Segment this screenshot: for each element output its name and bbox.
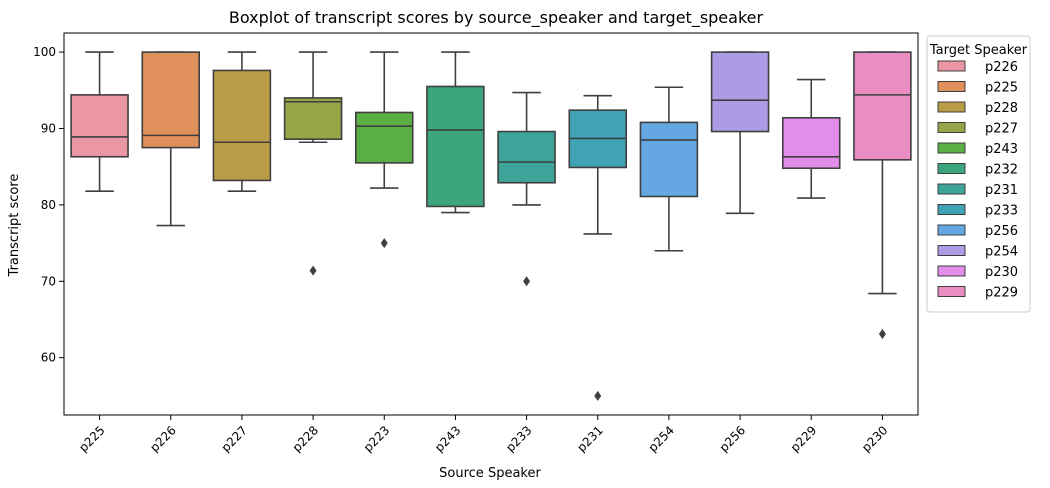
- box: [354, 111, 414, 164]
- x-tick-label: p225: [76, 423, 107, 454]
- plot-area: 60 70 80 90 100 p225 p226 p227 p228 p223 p243 p233 p…: [33, 32, 919, 455]
- legend-entry-label: p233: [985, 204, 1018, 219]
- box-group-p223: [354, 51, 414, 249]
- box-group-p227: [212, 51, 272, 192]
- box: [426, 85, 485, 208]
- box-group-p233: [497, 91, 556, 287]
- legend-title: Target Speaker: [929, 43, 1028, 58]
- legend-swatch: [937, 183, 966, 195]
- legend-swatch: [937, 204, 966, 215]
- legend-entry-label: p232: [985, 163, 1018, 178]
- x-tick-label: p228: [290, 423, 321, 454]
- box-group-p254: [639, 86, 699, 252]
- x-tick-label: p233: [503, 423, 534, 454]
- legend-swatch: [937, 101, 966, 113]
- box: [141, 51, 201, 149]
- x-tick-label: p256: [717, 423, 748, 454]
- x-tick-label: p254: [646, 423, 677, 454]
- x-tick-label: p223: [361, 423, 392, 454]
- legend-entry-label: p228: [985, 101, 1018, 116]
- box-group-p226: [141, 51, 201, 227]
- x-tick-label: p229: [788, 423, 819, 454]
- legend-entry-label: p254: [985, 245, 1018, 260]
- x-tick-label: p231: [574, 423, 605, 454]
- outlier-point: [309, 265, 317, 276]
- legend: Target Speaker p226 p225 p228 p227 p243 p232 p2…: [926, 35, 1031, 313]
- outlier-point: [523, 276, 531, 287]
- legend-entry-label: p227: [985, 122, 1018, 137]
- y-axis-label: Transcript score: [7, 174, 22, 278]
- box-group-p243: [426, 51, 485, 214]
- legend-entry-label: p243: [985, 142, 1018, 157]
- legend-swatch: [937, 60, 966, 72]
- box-group-p231: [568, 94, 628, 401]
- x-tick-label: p226: [147, 423, 178, 454]
- box-group-p229: [781, 78, 841, 199]
- box: [639, 121, 699, 198]
- box-group-p230: [853, 51, 912, 340]
- box: [212, 69, 272, 182]
- outlier-point: [380, 238, 388, 249]
- x-tick-label: p230: [859, 423, 890, 454]
- y-tick-label: 70: [41, 274, 56, 288]
- y-tick-label: 100: [33, 45, 56, 59]
- box: [497, 130, 556, 184]
- x-axis-label: Source Speaker: [439, 466, 541, 481]
- box-group-p256: [710, 51, 770, 215]
- legend-entry-label: p225: [985, 81, 1018, 96]
- box-group-p225: [70, 51, 129, 192]
- box-group-p228: [283, 51, 343, 276]
- y-tick-label: 90: [41, 122, 56, 136]
- chart-title: Boxplot of transcript scores by source_s…: [229, 8, 764, 28]
- legend-swatch: [937, 81, 966, 92]
- legend-entry-label: p229: [985, 286, 1018, 301]
- axes-frame: [63, 32, 919, 416]
- x-tick-label: p227: [219, 423, 250, 454]
- box: [283, 97, 343, 140]
- legend-swatch: [937, 163, 966, 174]
- outlier-point: [878, 329, 886, 340]
- y-tick-label: 60: [41, 351, 56, 365]
- box: [710, 51, 770, 133]
- box: [781, 117, 841, 170]
- legend-swatch: [937, 265, 966, 277]
- legend-swatch: [937, 286, 966, 297]
- y-tick-label: 80: [41, 198, 56, 212]
- outlier-point: [594, 390, 602, 401]
- legend-entry-label: p230: [985, 265, 1018, 280]
- legend-swatch: [937, 142, 966, 154]
- legend-entry-label: p226: [985, 60, 1018, 75]
- box: [853, 51, 912, 161]
- legend-swatch: [937, 245, 966, 256]
- x-tick-label: p243: [432, 423, 463, 454]
- legend-swatch: [937, 122, 966, 133]
- legend-swatch: [937, 224, 966, 236]
- legend-entry-label: p256: [985, 224, 1018, 239]
- box: [70, 94, 129, 158]
- legend-entry-label: p231: [985, 183, 1018, 198]
